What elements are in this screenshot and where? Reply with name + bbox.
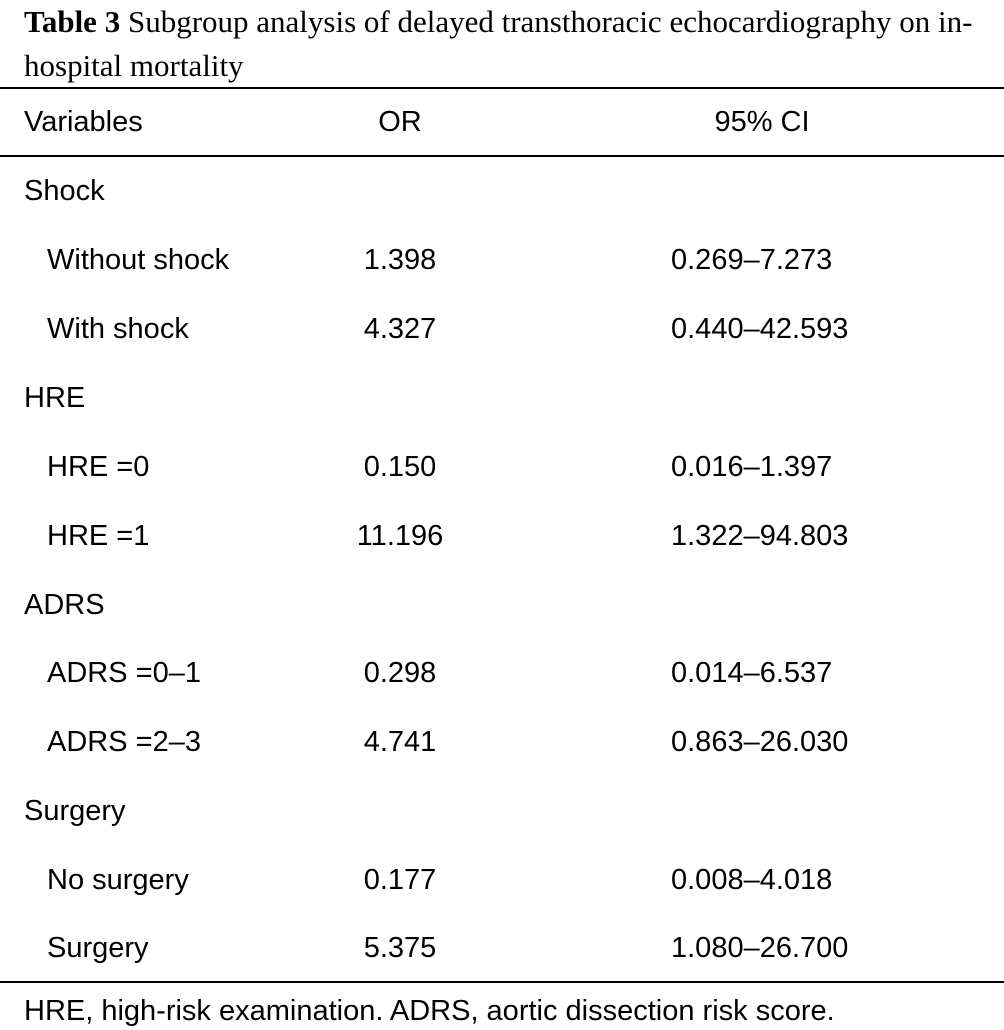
header-variables: Variables xyxy=(24,106,143,138)
row-label: HRE =0 xyxy=(47,451,150,483)
row-or: 11.196 xyxy=(356,520,444,552)
group-label-adrs: ADRS xyxy=(24,589,105,621)
group-label-surgery: Surgery xyxy=(24,795,126,827)
row-ci: 0.008–4.018 xyxy=(671,864,833,896)
row-or: 4.741 xyxy=(363,726,437,758)
row-label: ADRS =2–3 xyxy=(47,726,201,758)
table-caption: Table 3 Subgroup analysis of delayed tra… xyxy=(24,0,999,88)
row-ci: 0.016–1.397 xyxy=(671,451,833,483)
header-or: OR xyxy=(378,106,422,138)
row-label: HRE =1 xyxy=(47,520,150,552)
group-label-hre: HRE xyxy=(24,382,86,414)
table-top-rule xyxy=(0,87,1004,89)
table-bottom-rule xyxy=(0,981,1004,983)
row-label: Without shock xyxy=(47,244,230,276)
row-or: 5.375 xyxy=(363,932,437,964)
row-or: 1.398 xyxy=(363,244,437,276)
row-or: 0.298 xyxy=(363,657,437,689)
row-label: ADRS =0–1 xyxy=(47,657,201,689)
row-ci: 0.269–7.273 xyxy=(671,244,833,276)
table-header-rule xyxy=(0,155,1004,157)
table-caption-label: Table 3 xyxy=(24,4,121,39)
row-label: With shock xyxy=(47,313,189,345)
row-ci: 0.014–6.537 xyxy=(671,657,833,689)
table-caption-text: Subgroup analysis of delayed transthorac… xyxy=(24,4,973,83)
row-ci: 0.440–42.593 xyxy=(671,313,849,345)
row-or: 4.327 xyxy=(363,313,437,345)
group-label-shock: Shock xyxy=(24,175,105,207)
row-ci: 0.863–26.030 xyxy=(671,726,849,758)
header-ci: 95% CI xyxy=(714,106,810,138)
row-label: No surgery xyxy=(47,864,189,896)
row-or: 0.150 xyxy=(363,451,437,483)
row-ci: 1.080–26.700 xyxy=(671,932,849,964)
table-footnote: HRE, high-risk examination. ADRS, aortic… xyxy=(24,995,835,1027)
row-ci: 1.322–94.803 xyxy=(671,520,849,552)
row-label: Surgery xyxy=(47,932,149,964)
row-or: 0.177 xyxy=(363,864,437,896)
